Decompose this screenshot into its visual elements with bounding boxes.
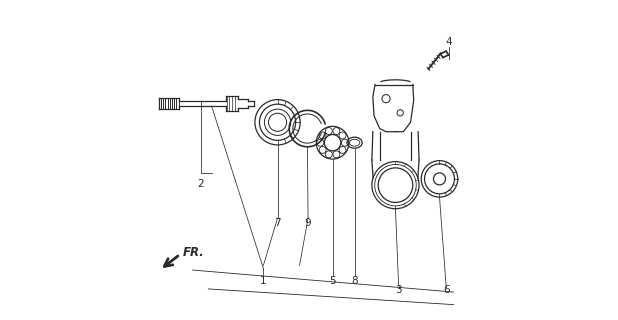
- Text: 3: 3: [396, 285, 402, 295]
- Text: 9: 9: [305, 218, 311, 228]
- Text: 2: 2: [197, 179, 204, 188]
- Text: 7: 7: [274, 218, 281, 228]
- Text: 1: 1: [260, 276, 267, 286]
- Text: 5: 5: [329, 276, 336, 286]
- Text: 8: 8: [351, 276, 358, 286]
- Text: FR.: FR.: [183, 246, 205, 259]
- Text: 4: 4: [446, 37, 452, 47]
- Text: 6: 6: [442, 285, 449, 295]
